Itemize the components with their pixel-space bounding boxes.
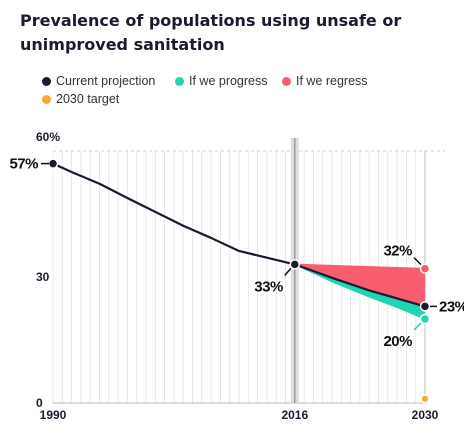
data-point-current-1990 xyxy=(47,158,59,169)
legend-item-if-we-regress[interactable]: If we regress xyxy=(282,74,368,88)
data-label-20: 20% xyxy=(383,333,412,350)
data-point-progress-2030 xyxy=(419,313,431,325)
series-line-current-projection xyxy=(52,162,426,308)
data-point-current-2016 xyxy=(289,259,301,270)
legend-label: If we progress xyxy=(189,74,268,88)
leader-33 xyxy=(284,267,292,276)
data-point-current-2030 xyxy=(419,301,431,312)
data-label-33: 33% xyxy=(254,278,283,295)
data-label-57: 57% xyxy=(9,156,38,173)
chart-title: Prevalence of populations using unsafe o… xyxy=(20,11,402,54)
legend-dot-icon xyxy=(175,77,184,86)
series-line-if-we-progress xyxy=(294,263,426,320)
legend-dot-icon xyxy=(42,95,51,104)
legend-item-if-we-progress[interactable]: If we progress xyxy=(175,74,268,88)
y-tick-label: 30 xyxy=(36,270,50,284)
data-label-32: 32% xyxy=(383,243,412,260)
legend-dot-icon xyxy=(282,77,291,86)
data-point-regress-2030 xyxy=(419,263,431,274)
data-point-target-2030 xyxy=(420,394,430,404)
y-tick-label: 0 xyxy=(36,396,43,410)
series-line-if-we-regress xyxy=(294,263,426,270)
legend-dot-icon xyxy=(42,77,51,86)
legend-item-2030-target[interactable]: 2030 target xyxy=(42,92,119,106)
data-label-23: 23% xyxy=(439,298,464,315)
legend-item-current-projection[interactable]: Current projection xyxy=(42,74,155,88)
series-area-if-we-regress xyxy=(294,264,425,307)
legend-label: 2030 target xyxy=(56,92,120,106)
legend-label: Current projection xyxy=(56,74,156,88)
x-tick-label: 2030 xyxy=(412,408,439,422)
y-tick-label: 60% xyxy=(36,130,60,144)
legend-label: If we regress xyxy=(296,74,368,88)
leader-20 xyxy=(413,322,422,331)
x-tick-label: 2016 xyxy=(281,408,308,422)
leader-32 xyxy=(413,257,422,266)
x-tick-label: 1990 xyxy=(40,408,67,422)
